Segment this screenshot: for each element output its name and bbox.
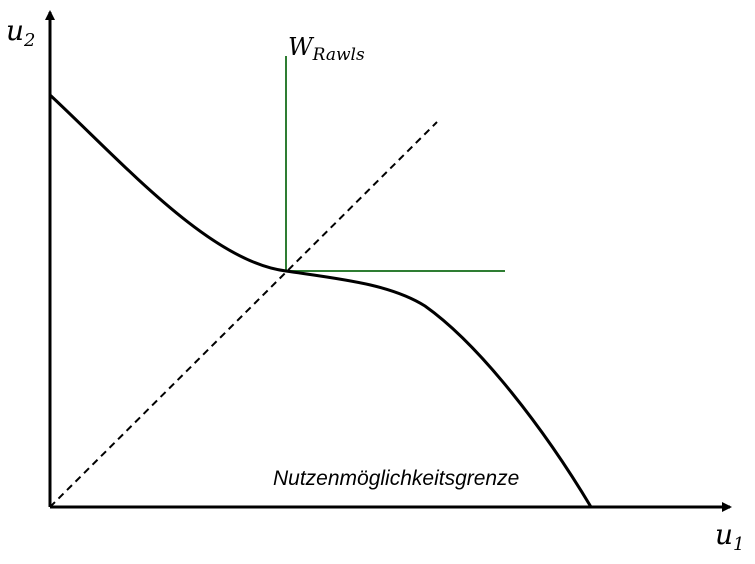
x-axis-label: u1 (715, 518, 745, 555)
diagonal-45-line (49, 121, 438, 508)
utility-frontier-curve (48, 93, 593, 508)
y-axis-label: u2 (6, 14, 36, 51)
rawls-label: WRawls (288, 33, 365, 65)
rawls-welfare-contour (285, 56, 505, 272)
frontier-label: Nutzenmöglichkeitsgrenze (273, 467, 519, 490)
